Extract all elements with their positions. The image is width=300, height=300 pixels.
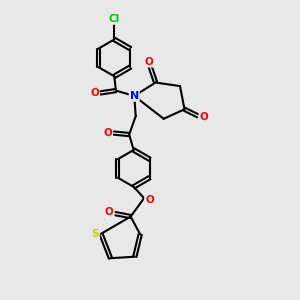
Text: S: S [91, 229, 99, 239]
Text: N: N [130, 91, 139, 101]
Text: Cl: Cl [109, 14, 120, 24]
Text: O: O [200, 112, 208, 122]
Text: O: O [103, 128, 112, 138]
Text: O: O [144, 57, 153, 67]
Text: O: O [105, 207, 114, 217]
Text: O: O [90, 88, 99, 98]
Text: O: O [145, 195, 154, 205]
